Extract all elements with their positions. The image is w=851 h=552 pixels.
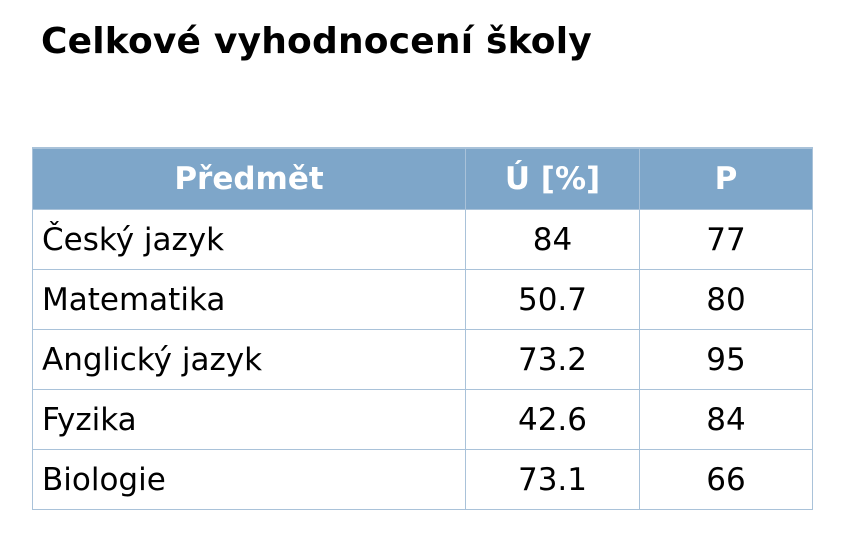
success-percent-cell: 84 bbox=[465, 209, 640, 270]
table-row: Biologie 73.1 66 bbox=[32, 449, 813, 510]
subject-cell: Matematika bbox=[32, 269, 466, 330]
results-table: Předmět Ú [%] P Český jazyk 84 77 Matema… bbox=[32, 147, 813, 510]
success-percent-cell: 73.1 bbox=[465, 449, 640, 510]
table-row: Český jazyk 84 77 bbox=[32, 209, 813, 270]
p-cell: 80 bbox=[639, 269, 813, 330]
table-row: Fyzika 42.6 84 bbox=[32, 389, 813, 450]
page-title: Celkové vyhodnocení školy bbox=[41, 21, 592, 62]
table-header-row: Předmět Ú [%] P bbox=[32, 147, 813, 210]
success-percent-cell: 50.7 bbox=[465, 269, 640, 330]
subject-cell: Fyzika bbox=[32, 389, 466, 450]
subject-cell: Anglický jazyk bbox=[32, 329, 466, 390]
p-cell: 77 bbox=[639, 209, 813, 270]
results-table-container: Předmět Ú [%] P Český jazyk 84 77 Matema… bbox=[32, 147, 813, 510]
column-header-subject: Předmět bbox=[32, 147, 466, 210]
success-percent-cell: 42.6 bbox=[465, 389, 640, 450]
p-cell: 95 bbox=[639, 329, 813, 390]
p-cell: 66 bbox=[639, 449, 813, 510]
column-header-success-percent: Ú [%] bbox=[465, 147, 640, 210]
success-percent-cell: 73.2 bbox=[465, 329, 640, 390]
table-row: Matematika 50.7 80 bbox=[32, 269, 813, 330]
column-header-p: P bbox=[639, 147, 813, 210]
subject-cell: Biologie bbox=[32, 449, 466, 510]
subject-cell: Český jazyk bbox=[32, 209, 466, 270]
table-row: Anglický jazyk 73.2 95 bbox=[32, 329, 813, 390]
p-cell: 84 bbox=[639, 389, 813, 450]
